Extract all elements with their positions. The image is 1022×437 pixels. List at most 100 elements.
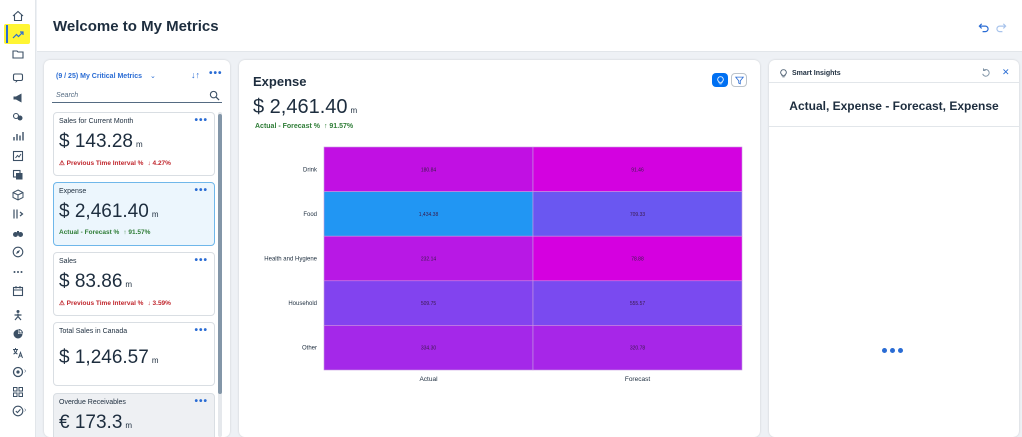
folder-icon[interactable] — [10, 46, 26, 62]
mask-icon[interactable] — [10, 109, 26, 125]
detail-comparison: Actual - Forecast % ↑ 91.57% — [255, 123, 354, 130]
side-navigation: › › — [0, 0, 36, 437]
metric-card-sales[interactable]: Sales ••• $ 83.86 m ⚠ Previous Time Inter… — [53, 252, 215, 316]
smart-insights-toggle-button[interactable] — [712, 73, 728, 87]
more-options-button[interactable]: ••• — [209, 68, 223, 79]
chevron-right-icon[interactable]: › — [24, 407, 27, 414]
detail-value: $ 2,461.40 m — [253, 96, 358, 118]
copy-icon[interactable] — [10, 167, 26, 183]
card-more-button[interactable]: ••• — [194, 115, 208, 126]
heatmap-cell[interactable] — [323, 280, 534, 326]
metrics-list-header[interactable]: (9 / 25) My Critical Metrics ⌄ — [56, 72, 156, 80]
active-nav-indicator — [6, 25, 8, 43]
heatmap-column-label: Actual — [419, 376, 438, 383]
heatmap-cell-label: 78.88 — [631, 257, 644, 263]
refresh-icon[interactable] — [981, 68, 991, 78]
expense-heatmap: 180.84 91.46 Drink 1,434.38 709.33 Food 232.14… — [264, 146, 743, 383]
heatmap-cell-label: 709.33 — [630, 212, 646, 218]
search-placeholder: Search — [56, 92, 79, 99]
page-title: Welcome to My Metrics — [53, 18, 219, 35]
bar-chart-icon[interactable] — [10, 128, 26, 144]
more-icon[interactable] — [10, 264, 26, 280]
heatmap-cell-label: 180.84 — [421, 167, 437, 173]
lightbulb-icon — [716, 75, 724, 84]
transfer-icon[interactable] — [10, 206, 26, 222]
metric-card-value: $ 143.28 m — [59, 131, 143, 152]
heatmap-row-label: Other — [302, 346, 317, 352]
trend-icon[interactable] — [10, 27, 26, 43]
heatmap-cell[interactable] — [323, 325, 534, 371]
chevron-down-icon: ⌄ — [149, 73, 156, 80]
chevron-right-icon[interactable]: › — [24, 368, 27, 375]
metric-card-total-sales-canada[interactable]: Total Sales in Canada ••• $ 1,246.57 m — [53, 322, 215, 386]
metric-card-title: Total Sales in Canada — [59, 328, 128, 335]
metric-card-title: Expense — [59, 188, 87, 195]
metric-card-expense[interactable]: Expense ••• $ 2,461.40 m Actual - Forecas… — [53, 182, 215, 246]
insights-title: Actual, Expense - Forecast, Expense — [789, 99, 999, 113]
metric-card-title: Sales for Current Month — [59, 118, 134, 125]
metric-card-value: $ 1,246.57 m — [59, 347, 159, 368]
metric-card-title: Sales — [59, 258, 77, 265]
smart-insights-header: Smart Insights — [779, 69, 841, 78]
close-icon[interactable]: ✕ — [1002, 67, 1010, 77]
metric-card-title: Overdue Receivables — [59, 399, 126, 406]
heatmap-column-label: Forecast — [625, 376, 650, 383]
heatmap-cell[interactable] — [532, 146, 743, 192]
heatmap-cell-label: 91.46 — [631, 167, 644, 173]
detail-title: Expense — [253, 74, 307, 89]
heatmap-cell-label: 334.30 — [421, 346, 437, 352]
smart-insights-label: Smart Insights — [792, 70, 841, 77]
scrollbar-thumb[interactable] — [218, 114, 222, 394]
grid-icon[interactable] — [10, 384, 26, 400]
filter-button[interactable] — [731, 73, 747, 87]
lightbulb-icon — [780, 69, 787, 78]
chat-icon[interactable] — [10, 70, 26, 86]
heatmap-row-label: Drink — [303, 167, 318, 173]
metric-card-value: € 173.3 m — [59, 412, 133, 433]
metrics-list-title: (9 / 25) My Critical Metrics — [56, 73, 142, 80]
heatmap-cell[interactable] — [532, 325, 743, 371]
heatmap-row-label: Household — [288, 301, 317, 307]
search-input[interactable]: Search — [52, 89, 222, 103]
search-icon[interactable] — [209, 90, 220, 101]
metric-card-overdue-receivables[interactable]: Overdue Receivables ••• € 173.3 m — [53, 393, 215, 437]
heatmap-cell[interactable] — [532, 280, 743, 326]
sort-icon[interactable]: ↓↑ — [191, 70, 200, 80]
report-icon[interactable] — [10, 148, 26, 164]
heatmap-cell-label: 555.57 — [630, 301, 646, 307]
heatmap-cell[interactable] — [532, 235, 743, 282]
metric-card-sales-current-month[interactable]: Sales for Current Month ••• $ 143.28 m ⚠ … — [53, 112, 215, 176]
divider — [769, 126, 1019, 127]
list-scrollbar[interactable] — [218, 112, 222, 437]
loading-indicator — [882, 348, 903, 353]
binoculars-icon[interactable] — [10, 225, 26, 241]
heatmap-cell[interactable] — [532, 191, 743, 237]
redo-button[interactable] — [994, 20, 1008, 34]
badge-icon[interactable] — [10, 364, 26, 380]
divider — [769, 82, 1019, 83]
person-icon[interactable] — [10, 307, 26, 323]
check-circle-icon[interactable] — [10, 403, 26, 419]
metric-card-comparison: ⚠ Previous Time Interval % ↓ 4.27% — [59, 160, 171, 167]
metric-detail-panel: Expense $ 2,461.40 m Actual - Forecast % ↑… — [239, 60, 760, 437]
metric-card-value: $ 2,461.40 m — [59, 201, 159, 222]
compass-icon[interactable] — [10, 244, 26, 260]
undo-button[interactable] — [976, 20, 990, 34]
card-more-button[interactable]: ••• — [194, 325, 208, 336]
calendar-icon[interactable] — [10, 283, 26, 299]
heatmap-row-label: Health and Hygiene — [264, 257, 317, 263]
heatmap-cell-label: 1,434.38 — [419, 212, 439, 218]
metric-card-comparison: ⚠ Previous Time Interval % ↓ 3.59% — [59, 300, 171, 307]
megaphone-icon[interactable] — [10, 90, 26, 106]
cube-icon[interactable] — [10, 187, 26, 203]
active-nav-highlight — [4, 24, 30, 44]
card-more-button[interactable]: ••• — [194, 185, 208, 196]
card-more-button[interactable]: ••• — [194, 396, 208, 407]
card-more-button[interactable]: ••• — [194, 255, 208, 266]
metrics-list-panel: (9 / 25) My Critical Metrics ⌄ ↓↑ ••• Sea… — [44, 60, 230, 437]
home-icon[interactable] — [10, 8, 26, 24]
heatmap-cell-label: 509.75 — [421, 301, 437, 307]
heatmap-row-label: Food — [303, 212, 317, 218]
pie-icon[interactable] — [10, 326, 26, 342]
translate-icon[interactable] — [10, 345, 26, 361]
